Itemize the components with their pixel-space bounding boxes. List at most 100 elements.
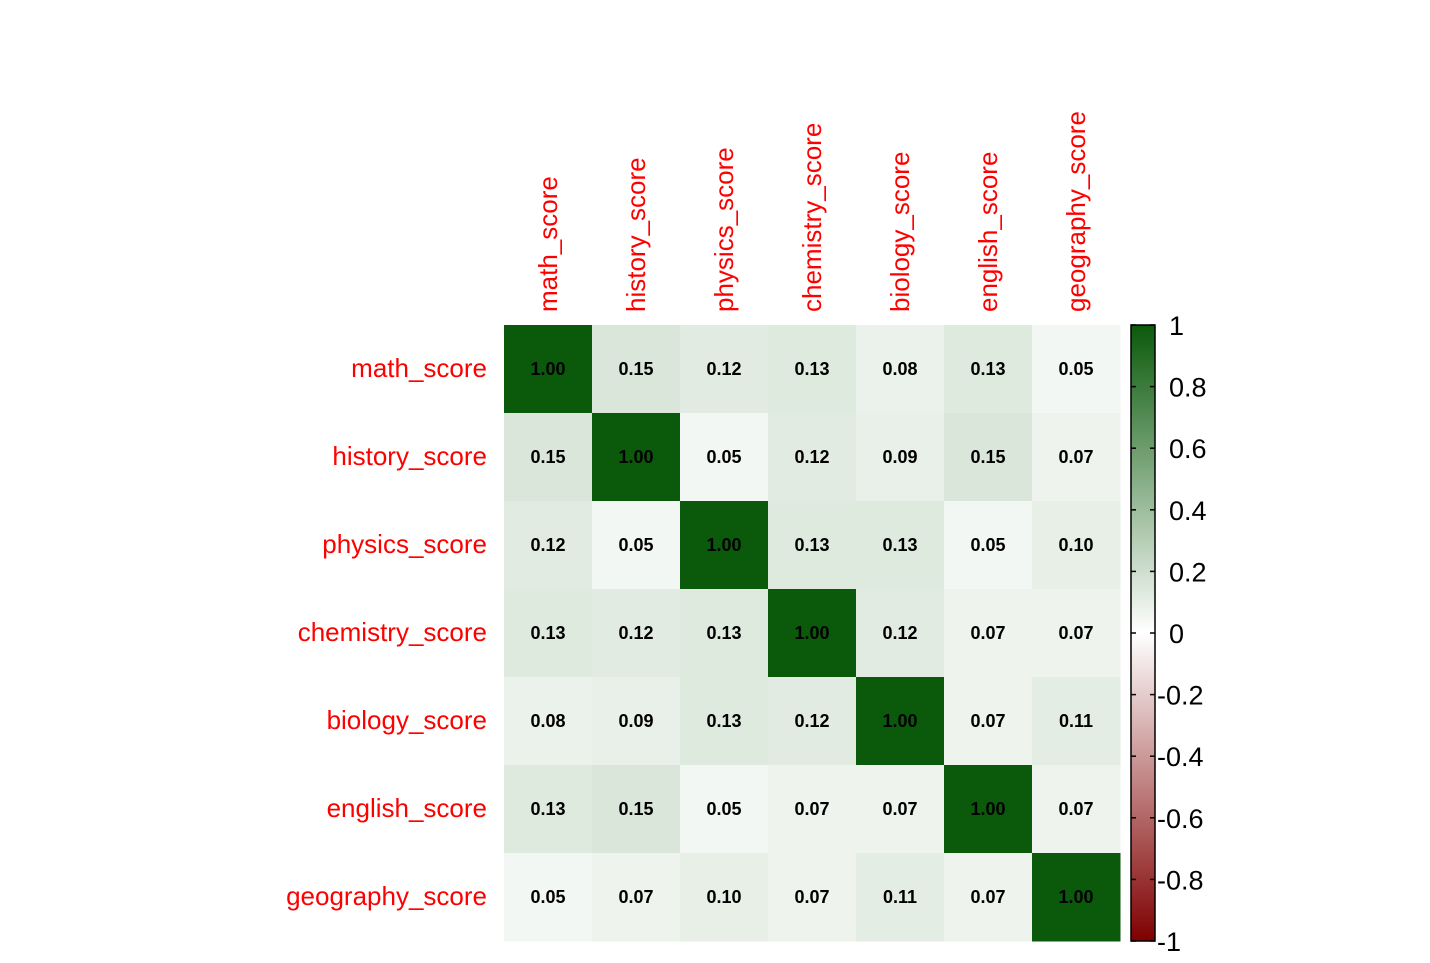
- column-label: geography_score: [1061, 111, 1091, 312]
- heatmap-cell: [768, 325, 857, 414]
- heatmap-cell: [680, 677, 769, 766]
- heatmap-cell: [944, 765, 1033, 854]
- heatmap-cell: [856, 853, 945, 942]
- cell-value: 1.00: [618, 447, 653, 467]
- heatmap-cell: [944, 677, 1033, 766]
- heatmap-cell: [592, 325, 681, 414]
- cell-value: 1.00: [970, 799, 1005, 819]
- cell-value: 0.11: [883, 887, 917, 907]
- row-label: geography_score: [286, 881, 487, 911]
- heatmap-cell: [944, 325, 1033, 414]
- heatmap-cell: [592, 501, 681, 590]
- cell-value: 0.10: [1058, 535, 1093, 555]
- cell-value: 0.07: [1058, 623, 1093, 643]
- cell-value: 0.13: [530, 799, 565, 819]
- heatmap-cell: [504, 589, 593, 678]
- heatmap-cell: [592, 677, 681, 766]
- heatmap-cell: [768, 413, 857, 502]
- heatmap-cell: [856, 413, 945, 502]
- cell-value: 0.05: [1058, 359, 1093, 379]
- column-label: biology_score: [885, 152, 915, 312]
- heatmap-cell: [592, 413, 681, 502]
- colorbar-tick-label: 0.4: [1169, 496, 1207, 526]
- cell-value: 0.13: [530, 623, 565, 643]
- cell-value: 0.05: [970, 535, 1005, 555]
- cell-value: 0.12: [794, 447, 829, 467]
- cell-value: 0.09: [618, 711, 653, 731]
- colorbar-tick-label: 0: [1169, 619, 1184, 649]
- cell-value: 0.15: [618, 799, 653, 819]
- row-label: math_score: [351, 353, 487, 383]
- colorbar-tick-label: -0.8: [1157, 865, 1204, 895]
- cell-value: 1.00: [794, 623, 829, 643]
- cell-value: 0.07: [1058, 447, 1093, 467]
- row-label: chemistry_score: [298, 617, 487, 647]
- heatmap-cell: [592, 853, 681, 942]
- cell-value: 0.12: [882, 623, 917, 643]
- cell-value: 0.13: [882, 535, 917, 555]
- colorbar-tick-label: -0.2: [1157, 681, 1204, 711]
- column-label: chemistry_score: [797, 123, 827, 312]
- cell-value: 0.08: [530, 711, 565, 731]
- cell-value: 0.08: [882, 359, 917, 379]
- colorbar-tick-label: -1: [1157, 927, 1181, 957]
- cell-value: 0.11: [1059, 711, 1093, 731]
- heatmap-cell: [592, 589, 681, 678]
- cell-value: 0.07: [970, 711, 1005, 731]
- heatmap-cell: [680, 325, 769, 414]
- cell-value: 1.00: [1058, 887, 1093, 907]
- cell-value: 0.13: [706, 623, 741, 643]
- column-labels: math_score history_score physics_score chem…: [533, 111, 1091, 312]
- row-label: biology_score: [327, 705, 487, 735]
- heatmap-cell: [680, 501, 769, 590]
- cell-value: 0.13: [794, 535, 829, 555]
- cell-value: 0.07: [970, 887, 1005, 907]
- heatmap-cell: [680, 765, 769, 854]
- colorbar-tick-label: 0.2: [1169, 557, 1207, 587]
- heatmap-cell: [680, 853, 769, 942]
- heatmap-cell: [856, 589, 945, 678]
- heatmap-cell: [856, 677, 945, 766]
- heatmap-cell: [768, 853, 857, 942]
- heatmap-cell: [768, 589, 857, 678]
- heatmap-cell: [504, 765, 593, 854]
- heatmap-cell: [944, 853, 1033, 942]
- heatmap-cell: [944, 413, 1033, 502]
- heatmap-cell: [504, 325, 593, 414]
- heatmap-cell: [680, 413, 769, 502]
- cell-value: 0.15: [530, 447, 565, 467]
- cell-value: 0.07: [618, 887, 653, 907]
- row-labels: math_score history_score physics_scorechem…: [286, 353, 487, 911]
- cell-value: 0.07: [970, 623, 1005, 643]
- heatmap-cell: [768, 501, 857, 590]
- heatmap-cells: 1.00 0.15 0.12 0.13 0.08 0.13 0.05 0.15 1.00 0.05…: [504, 325, 1121, 942]
- heatmap-cell: [504, 413, 593, 502]
- cell-value: 0.13: [970, 359, 1005, 379]
- cell-value: 0.10: [706, 887, 741, 907]
- colorbar-tick-label: 0.8: [1169, 373, 1207, 403]
- heatmap-cell: [1032, 413, 1121, 502]
- heatmap-cell: [504, 677, 593, 766]
- cell-value: 0.15: [970, 447, 1005, 467]
- column-label: english_score: [973, 152, 1003, 312]
- heatmap-cell: [680, 589, 769, 678]
- heatmap-cell: [768, 677, 857, 766]
- cell-value: 1.00: [530, 359, 565, 379]
- heatmap-cell: [856, 501, 945, 590]
- cell-value: 0.05: [706, 799, 741, 819]
- cell-value: 0.07: [794, 887, 829, 907]
- column-label: math_score: [533, 176, 563, 312]
- column-label: history_score: [621, 157, 651, 312]
- cell-value: 0.05: [706, 447, 741, 467]
- row-label: physics_score: [322, 529, 487, 559]
- cell-value: 0.15: [618, 359, 653, 379]
- heatmap-cell: [856, 325, 945, 414]
- colorbar-tick-label: 1: [1169, 311, 1184, 341]
- heatmap-cell: [1032, 853, 1121, 942]
- cell-value: 0.05: [530, 887, 565, 907]
- cell-value: 0.07: [882, 799, 917, 819]
- column-label: physics_score: [709, 147, 739, 312]
- cell-value: 0.12: [618, 623, 653, 643]
- cell-value: 0.12: [794, 711, 829, 731]
